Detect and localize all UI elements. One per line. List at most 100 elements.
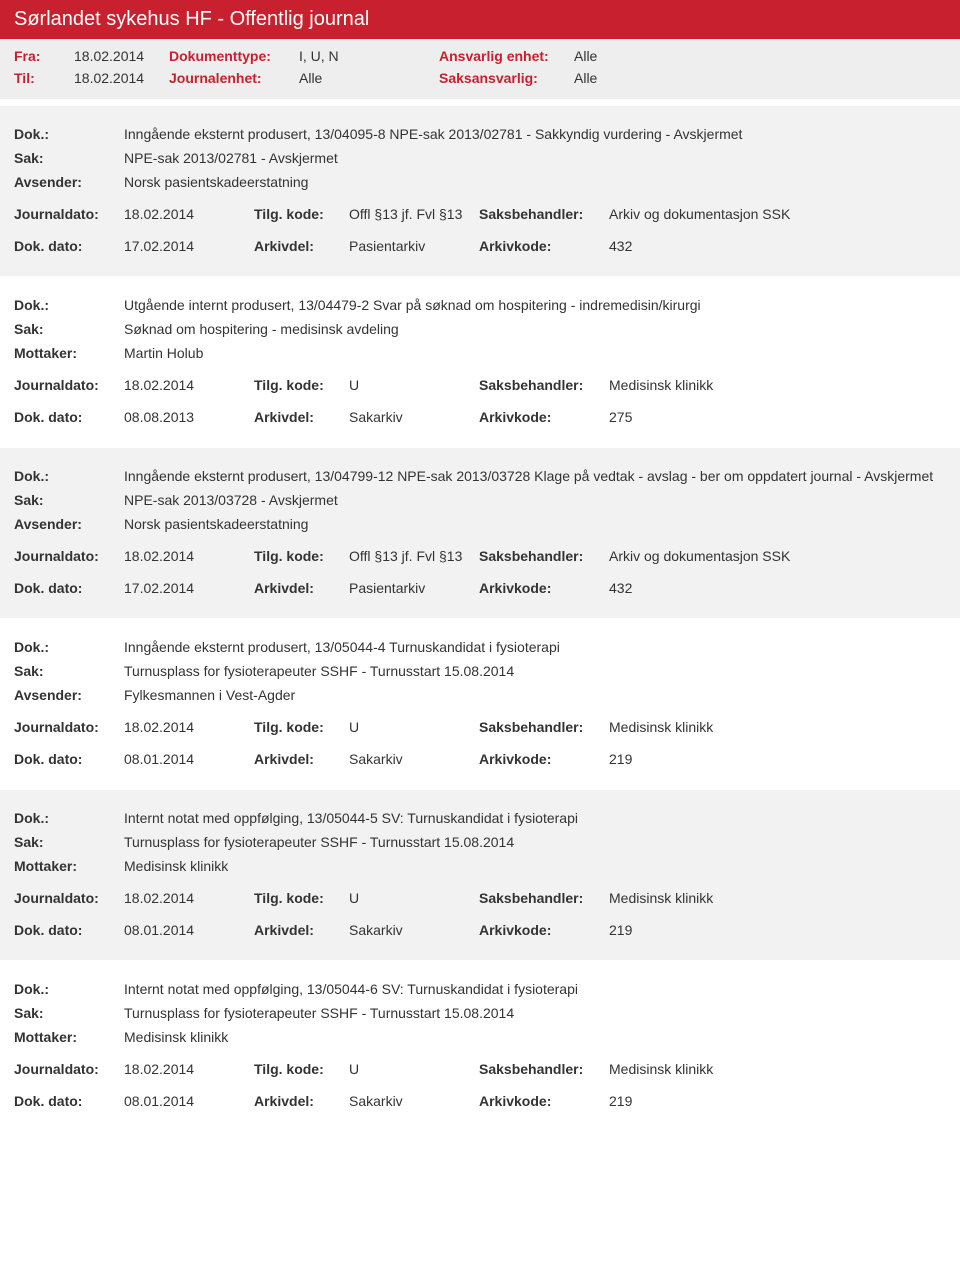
saksansvarlig-label: Saksansvarlig: (439, 70, 574, 86)
party-line: Mottaker:Martin Holub (14, 341, 946, 365)
journaldato-value: 18.02.2014 (124, 206, 254, 222)
arkivkode-value: 219 (609, 1093, 946, 1109)
dok-label: Dok.: (14, 126, 124, 142)
journal-entry: Dok.:Inngående eksternt produsert, 13/04… (0, 448, 960, 619)
arkivkode-value: 219 (609, 751, 946, 767)
tilgkode-value: Offl §13 jf. Fvl §13 (349, 548, 479, 564)
party-line: Mottaker:Medisinsk klinikk (14, 854, 946, 878)
sak-line: Sak:Turnusplass for fysioterapeuter SSHF… (14, 830, 946, 854)
sak-value: NPE-sak 2013/02781 - Avskjermet (124, 150, 946, 166)
party-label: Avsender: (14, 516, 124, 532)
tilgkode-label: Tilg. kode: (254, 377, 349, 393)
arkivkode-value: 432 (609, 580, 946, 596)
party-value: Norsk pasientskadeerstatning (124, 516, 946, 532)
filter-row-1: Fra: 18.02.2014 Dokumenttype: I, U, N An… (14, 45, 946, 67)
tilgkode-label: Tilg. kode: (254, 548, 349, 564)
meta-row-2: Dok. dato:17.02.2014Arkivdel:Pasientarki… (14, 234, 946, 258)
party-value: Martin Holub (124, 345, 946, 361)
tilgkode-label: Tilg. kode: (254, 1061, 349, 1077)
filter-row-2: Til: 18.02.2014 Journalenhet: Alle Saksa… (14, 67, 946, 89)
sak-line: Sak:Søknad om hospitering - medisinsk av… (14, 317, 946, 341)
dokdato-value: 08.01.2014 (124, 751, 254, 767)
saksbehandler-value: Arkiv og dokumentasjon SSK (609, 206, 946, 222)
dok-line: Dok.:Inngående eksternt produsert, 13/04… (14, 464, 946, 488)
arkivkode-value: 219 (609, 922, 946, 938)
tilgkode-value: U (349, 1061, 479, 1077)
arkivkode-value: 432 (609, 238, 946, 254)
sak-value: Turnusplass for fysioterapeuter SSHF - T… (124, 834, 946, 850)
sak-label: Sak: (14, 1005, 124, 1021)
arkivdel-label: Arkivdel: (254, 922, 349, 938)
journaldato-label: Journaldato: (14, 890, 124, 906)
doktype-value: I, U, N (299, 48, 439, 64)
arkivdel-label: Arkivdel: (254, 751, 349, 767)
journal-entry: Dok.:Internt notat med oppfølging, 13/05… (0, 790, 960, 961)
dok-label: Dok.: (14, 297, 124, 313)
sak-label: Sak: (14, 663, 124, 679)
tilgkode-label: Tilg. kode: (254, 206, 349, 222)
journal-entry: Dok.:Utgående internt produsert, 13/0447… (0, 277, 960, 448)
arkivkode-label: Arkivkode: (479, 238, 609, 254)
dok-line: Dok.:Internt notat med oppfølging, 13/05… (14, 977, 946, 1001)
tilgkode-value: Offl §13 jf. Fvl §13 (349, 206, 479, 222)
dok-value: Inngående eksternt produsert, 13/04095-8… (124, 126, 946, 142)
party-line: Avsender:Norsk pasientskadeerstatning (14, 512, 946, 536)
dokdato-value: 17.02.2014 (124, 580, 254, 596)
arkivdel-label: Arkivdel: (254, 409, 349, 425)
dok-value: Inngående eksternt produsert, 13/04799-1… (124, 468, 946, 484)
arkivkode-label: Arkivkode: (479, 1093, 609, 1109)
dokdato-label: Dok. dato: (14, 409, 124, 425)
tilgkode-value: U (349, 377, 479, 393)
ansvarlig-value: Alle (574, 48, 597, 64)
journaldato-label: Journaldato: (14, 719, 124, 735)
dok-value: Inngående eksternt produsert, 13/05044-4… (124, 639, 946, 655)
sak-value: Turnusplass for fysioterapeuter SSHF - T… (124, 663, 946, 679)
dok-line: Dok.:Utgående internt produsert, 13/0447… (14, 293, 946, 317)
saksbehandler-value: Medisinsk klinikk (609, 377, 946, 393)
meta-row-1: Journaldato:18.02.2014Tilg. kode:USaksbe… (14, 715, 946, 739)
sak-value: Turnusplass for fysioterapeuter SSHF - T… (124, 1005, 946, 1021)
dok-value: Internt notat med oppfølging, 13/05044-5… (124, 810, 946, 826)
arkivkode-label: Arkivkode: (479, 580, 609, 596)
tilgkode-value: U (349, 719, 479, 735)
meta-row-1: Journaldato:18.02.2014Tilg. kode:USaksbe… (14, 886, 946, 910)
sak-value: Søknad om hospitering - medisinsk avdeli… (124, 321, 946, 337)
journaldato-value: 18.02.2014 (124, 719, 254, 735)
arkivkode-value: 275 (609, 409, 946, 425)
journaldato-value: 18.02.2014 (124, 890, 254, 906)
arkivdel-label: Arkivdel: (254, 238, 349, 254)
dok-line: Dok.:Inngående eksternt produsert, 13/04… (14, 122, 946, 146)
arkivdel-value: Pasientarkiv (349, 580, 479, 596)
arkivkode-label: Arkivkode: (479, 922, 609, 938)
til-label: Til: (14, 70, 74, 86)
fra-label: Fra: (14, 48, 74, 64)
meta-row-1: Journaldato:18.02.2014Tilg. kode:USaksbe… (14, 1057, 946, 1081)
saksbehandler-label: Saksbehandler: (479, 377, 609, 393)
til-value: 18.02.2014 (74, 70, 169, 86)
journaldato-label: Journaldato: (14, 548, 124, 564)
sak-label: Sak: (14, 150, 124, 166)
party-line: Mottaker:Medisinsk klinikk (14, 1025, 946, 1049)
party-label: Avsender: (14, 174, 124, 190)
party-line: Avsender:Fylkesmannen i Vest-Agder (14, 683, 946, 707)
dokdato-value: 17.02.2014 (124, 238, 254, 254)
saksbehandler-label: Saksbehandler: (479, 548, 609, 564)
journal-entry: Dok.:Inngående eksternt produsert, 13/04… (0, 106, 960, 277)
sak-value: NPE-sak 2013/03728 - Avskjermet (124, 492, 946, 508)
dokdato-label: Dok. dato: (14, 922, 124, 938)
arkivkode-label: Arkivkode: (479, 409, 609, 425)
journal-entry: Dok.:Inngående eksternt produsert, 13/05… (0, 619, 960, 790)
party-value: Medisinsk klinikk (124, 858, 946, 874)
tilgkode-value: U (349, 890, 479, 906)
journaldato-label: Journaldato: (14, 377, 124, 393)
saksbehandler-value: Medisinsk klinikk (609, 719, 946, 735)
meta-row-2: Dok. dato:08.01.2014Arkivdel:SakarkivArk… (14, 918, 946, 942)
dok-label: Dok.: (14, 810, 124, 826)
saksbehandler-value: Medisinsk klinikk (609, 890, 946, 906)
arkivdel-value: Sakarkiv (349, 922, 479, 938)
arkivdel-value: Sakarkiv (349, 1093, 479, 1109)
page-header: Sørlandet sykehus HF - Offentlig journal (0, 0, 960, 39)
page-title: Sørlandet sykehus HF - Offentlig journal (14, 8, 369, 30)
party-label: Mottaker: (14, 858, 124, 874)
meta-row-2: Dok. dato:17.02.2014Arkivdel:Pasientarki… (14, 576, 946, 600)
